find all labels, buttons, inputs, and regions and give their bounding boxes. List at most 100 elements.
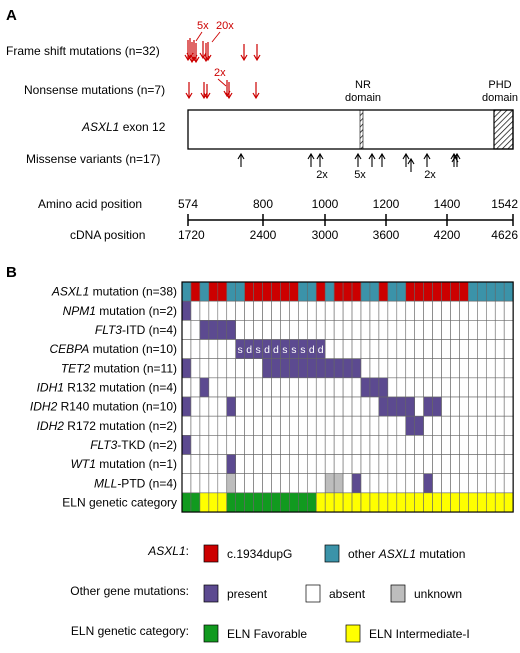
mutation-cell: [280, 320, 290, 340]
cebpa-allele-mark: s: [282, 344, 287, 356]
mutation-cell: [289, 320, 299, 340]
missense-arrow: [423, 152, 431, 167]
mutation-cell: [298, 454, 308, 474]
grid-border: [181, 281, 514, 513]
grid-row-label: ASXL1 mutation (n=38): [51, 285, 177, 299]
mutation-cell: [324, 377, 335, 398]
frameshift-arrow: [199, 41, 207, 60]
mutation-cell: [423, 454, 433, 474]
asxl1-cell: [271, 281, 281, 302]
missense-arrow: [368, 152, 376, 167]
mutation-cell: [199, 435, 210, 455]
mutation-cell: [360, 300, 371, 321]
mutation-cell: [333, 377, 344, 398]
mutation-cell: [441, 454, 451, 474]
mutation-cell: [208, 358, 219, 379]
missense-arrow: [307, 152, 315, 167]
mutation-cell: [450, 473, 460, 494]
legend-present-label: present: [227, 587, 268, 601]
mutation-cell: [477, 320, 487, 340]
mutation-cell: [226, 396, 236, 417]
mutation-cell: [324, 300, 335, 321]
asxl1-cell: [244, 281, 254, 302]
frameshift-arrow: [253, 44, 261, 62]
mutation-cell: [405, 320, 415, 340]
mutation-cell: [342, 396, 353, 417]
frameshift-arrow: [192, 43, 200, 64]
mutation-cell: [208, 454, 219, 474]
aa-tick-label: 800: [253, 197, 273, 211]
legend-c1934-label: c.1934dupG: [227, 547, 292, 561]
mutation-cell: [226, 339, 236, 359]
eln-category-cell: [423, 492, 433, 513]
cebpa-allele-mark: s: [291, 344, 296, 356]
mutation-cell: [468, 300, 478, 321]
mutation-cell: [324, 396, 335, 417]
mutation-cell: [441, 377, 451, 398]
mutation-cell: [181, 300, 192, 321]
mutation-cell: [306, 320, 317, 340]
mutation-cell: [280, 415, 290, 436]
mutation-cell: [244, 320, 254, 340]
mutation-cell: [450, 300, 460, 321]
mutation-cell: [217, 454, 228, 474]
mutation-cell: [450, 339, 460, 359]
mutation-cell: [289, 415, 299, 436]
mutation-cell: [208, 339, 219, 359]
mutation-cell: [450, 320, 460, 340]
asxl1-cell: [315, 281, 326, 302]
mutation-cell: [387, 415, 398, 436]
mutation-cell: [414, 358, 424, 379]
grid-row-label: MLL-PTD (n=4): [94, 476, 177, 490]
mutation-cell: [217, 358, 228, 379]
legend-present-swatch: [203, 584, 219, 603]
mutation-cell: [280, 300, 290, 321]
mutation-cell: [244, 377, 254, 398]
grid-row-label: CEBPA mutation (n=10): [49, 342, 177, 356]
mutation-cell: [226, 415, 236, 436]
cebpa-allele-mark: d: [273, 344, 279, 356]
mutation-cell: [432, 377, 442, 398]
exon-suffix: exon 12: [119, 120, 165, 134]
mutation-cell: [315, 320, 326, 340]
mutation-cell: [414, 396, 424, 417]
mutation-cell: [289, 300, 299, 321]
mutation-cell: [485, 396, 496, 417]
legend-other-suffix: mutation: [416, 547, 465, 561]
mutation-cell: [432, 435, 442, 455]
mutation-cell: [477, 396, 487, 417]
ms-5x-annotation: 5x: [354, 169, 366, 181]
asxl1-cell: [468, 281, 478, 302]
cebpa-allele-mark: d: [246, 344, 252, 356]
mutation-cell: [199, 396, 210, 417]
cebpa-allele-mark: d: [264, 344, 270, 356]
mutation-cell: [423, 339, 433, 359]
mutation-cell: [468, 339, 478, 359]
mutation-cell: [351, 396, 362, 417]
eln-category-cell: [235, 492, 245, 513]
legend-other-asxl1-label: other ASXL1 mutation: [348, 547, 465, 561]
eln-category-cell: [226, 492, 236, 513]
mutation-cell: [378, 435, 389, 455]
truncating-mutation-arrows: [184, 38, 261, 100]
mutation-cell: [369, 415, 380, 436]
mutation-cell: [468, 415, 478, 436]
mutation-cell: [298, 320, 308, 340]
missense-arrow: [354, 152, 362, 167]
asxl1-cell: [369, 281, 380, 302]
mutation-cell: [387, 339, 398, 359]
eln-category-cell: [342, 492, 353, 513]
nr-domain-block: [359, 109, 364, 150]
mutation-cell: [181, 358, 192, 379]
legend-other-genes-heading: Other gene mutations:: [70, 584, 189, 598]
fs-5x-annotation: 5x: [197, 20, 209, 32]
asxl1-cell: [450, 281, 460, 302]
mutation-cell: [503, 454, 514, 474]
mutation-cell: [369, 435, 380, 455]
mutation-cell: [208, 396, 219, 417]
grid-row-label: FLT3-TKD (n=2): [90, 438, 177, 452]
mutation-cell: [342, 377, 353, 398]
mutation-cell: [351, 300, 362, 321]
missense-arrow: [378, 152, 386, 167]
